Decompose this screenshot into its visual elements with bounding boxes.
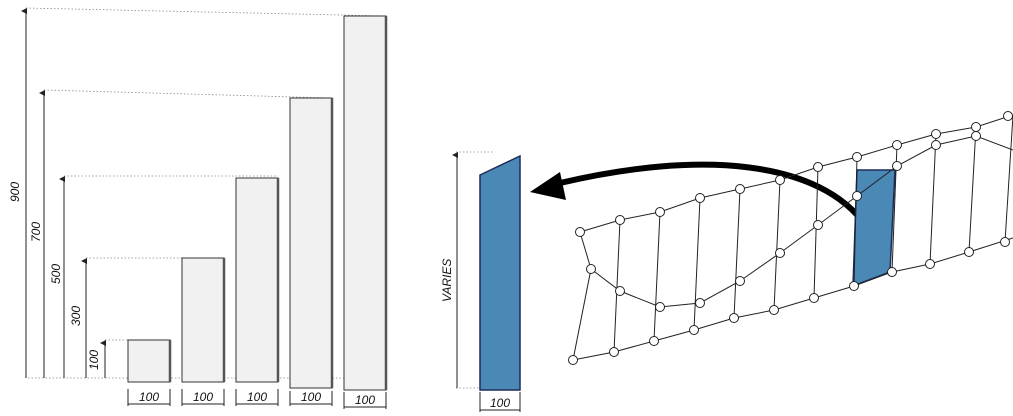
panel-100: 100 100 <box>87 339 172 406</box>
width-label: 100 <box>490 396 510 410</box>
wall-bottom-edge <box>572 237 1013 361</box>
wall-post <box>1004 114 1013 243</box>
wall-nodes <box>568 111 1013 365</box>
wall-post <box>733 188 741 319</box>
panel-rect <box>235 177 279 383</box>
wall-post <box>813 166 819 299</box>
curved-arrow <box>530 161 869 229</box>
panel-height-series: 100 100 300 100 500 <box>8 7 388 409</box>
wall-post <box>693 197 701 331</box>
wall-post <box>653 211 661 342</box>
panel-300: 300 100 <box>69 257 226 406</box>
wall-edge-segment <box>579 231 592 270</box>
varies-label: VARIES <box>440 259 454 302</box>
width-label: 100 <box>139 390 159 404</box>
extracted-panel-group: VARIES 100 <box>440 151 521 412</box>
panel-rect <box>289 97 333 389</box>
width-label: 100 <box>247 390 267 404</box>
panel-rect <box>343 15 387 391</box>
height-label: 700 <box>29 222 43 242</box>
panel-500: 500 100 <box>49 175 280 406</box>
panel-700: 700 100 <box>29 89 334 406</box>
width-label: 100 <box>193 390 213 404</box>
wall-top-edge <box>579 114 1013 233</box>
panel-rect <box>181 257 225 383</box>
wall-post <box>968 126 977 253</box>
wall-post <box>929 133 937 265</box>
height-label: 500 <box>49 264 63 284</box>
wall-post <box>773 179 781 311</box>
wall-edge-segment <box>572 268 592 361</box>
wall-post <box>853 156 858 287</box>
width-label: 100 <box>355 393 375 407</box>
arrow-curve <box>557 161 869 229</box>
height-label: 900 <box>8 182 22 202</box>
height-label: 100 <box>87 350 101 370</box>
panel-rect <box>127 339 171 383</box>
extracted-panel <box>479 154 521 391</box>
arrow-head <box>530 172 566 200</box>
height-label: 300 <box>69 306 83 326</box>
width-label: 100 <box>301 390 321 404</box>
panel-900: 900 100 <box>8 7 388 409</box>
height-guide <box>25 7 387 17</box>
wall-post <box>613 219 621 353</box>
wall-middle-curve <box>590 135 1013 308</box>
height-guide <box>43 89 333 99</box>
wireframe-wall <box>568 111 1013 365</box>
